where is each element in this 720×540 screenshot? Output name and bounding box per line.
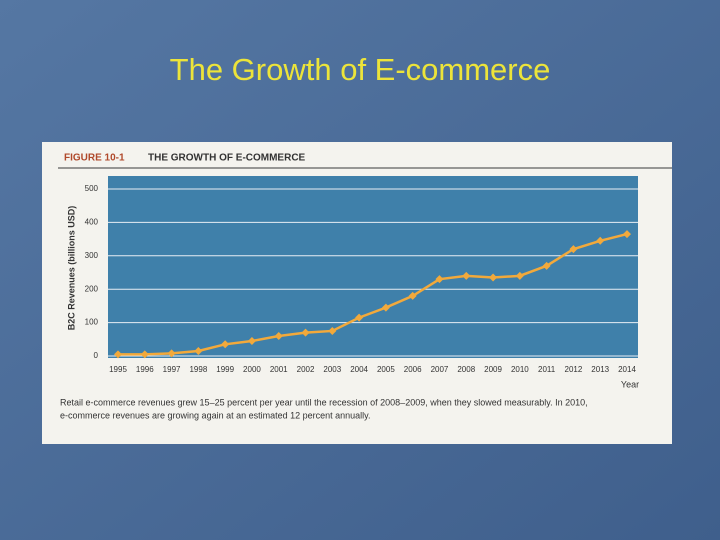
marker (569, 245, 578, 254)
y-tick-label: 500 (85, 184, 99, 193)
caption-line: Retail e-commerce revenues grew 15–25 pe… (60, 397, 588, 407)
y-axis-label: B2C Revenues (billions USD) (66, 206, 76, 331)
x-tick-label: 2002 (297, 365, 315, 374)
x-tick-label: 2011 (538, 365, 556, 374)
line (118, 232, 628, 356)
x-tick-label: 2007 (431, 365, 449, 374)
x-tick-label: 2010 (511, 365, 529, 374)
x-tick-label: 2004 (350, 365, 368, 374)
slide-title: The Growth of E-commerce (170, 52, 551, 87)
x-tick-label: 2009 (484, 365, 502, 374)
marker (247, 336, 256, 345)
y-tick-label: 400 (85, 218, 99, 227)
marker (489, 273, 498, 282)
chart-title: THE GROWTH OF E-COMMERCE (148, 153, 306, 164)
marker (408, 291, 417, 300)
y-tick-label: 300 (85, 251, 99, 260)
marker (221, 340, 230, 349)
caption-line: e-commerce revenues are growing again at… (60, 410, 371, 420)
marker (194, 346, 203, 355)
marker (381, 303, 390, 312)
y-tick-label: 0 (94, 351, 99, 360)
x-tick-label: 1995 (109, 365, 127, 374)
x-axis-label: Year (621, 379, 639, 389)
marker (114, 350, 122, 359)
marker (140, 350, 149, 359)
x-tick-label: 2000 (243, 365, 261, 374)
x-tick-label: 2005 (377, 365, 395, 374)
marker (623, 230, 631, 239)
x-tick-label: 1997 (163, 365, 181, 374)
marker (515, 271, 524, 280)
x-tick-label: 2003 (323, 365, 341, 374)
marker (596, 236, 605, 245)
figure-label: FIGURE 10-1 (64, 153, 125, 164)
x-tick-label: 2012 (565, 365, 583, 374)
marker (435, 275, 444, 284)
marker (328, 326, 337, 335)
y-tick-label: 100 (85, 318, 99, 327)
marker (301, 328, 310, 337)
x-tick-label: 1996 (136, 365, 154, 374)
marker (167, 349, 176, 358)
marker (542, 261, 551, 270)
x-tick-label: 2013 (591, 365, 609, 374)
x-tick-label: 1999 (216, 365, 234, 374)
marker (274, 331, 283, 340)
x-tick-label: 2006 (404, 365, 422, 374)
x-tick-label: 2014 (618, 365, 636, 374)
y-tick-label: 200 (85, 284, 99, 293)
plot-area (108, 176, 638, 358)
marker (355, 313, 364, 322)
x-tick-label: 1998 (189, 365, 207, 374)
marker (462, 271, 471, 280)
x-tick-label: 2001 (270, 365, 288, 374)
x-tick-label: 2008 (457, 365, 475, 374)
